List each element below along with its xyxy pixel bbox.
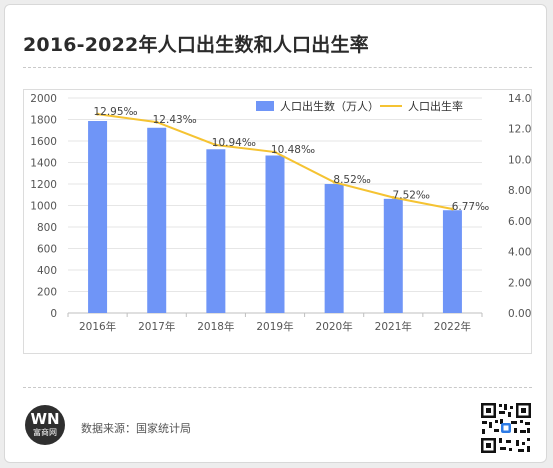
bar: [265, 155, 285, 313]
y-left-tick-label: 800: [37, 222, 57, 234]
data-label: 7.52‰: [393, 190, 430, 202]
logo-mark: WN: [30, 410, 60, 428]
y-right-tick-label: 0.00‰: [508, 308, 531, 320]
bar: [383, 198, 403, 313]
brand-logo: WN 富商网: [25, 405, 65, 445]
y-left-tick-label: 400: [37, 265, 57, 277]
x-tick-label: 2020年: [316, 320, 353, 333]
data-label: 10.48‰: [271, 144, 315, 156]
y-right-tick-label: 10.00‰: [508, 154, 531, 166]
y-right-tick-label: 8.00‰: [508, 185, 531, 197]
y-left-tick-label: 200: [37, 287, 57, 299]
bar: [206, 149, 226, 313]
bar: [88, 121, 108, 313]
x-tick-label: 2016年: [79, 320, 116, 333]
y-left-tick-label: 1200: [30, 179, 57, 191]
line-point: [391, 196, 395, 200]
y-left-tick-label: 1400: [30, 158, 57, 170]
x-tick-label: 2017年: [138, 320, 175, 333]
y-right-tick-label: 14.00‰: [508, 93, 531, 105]
x-tick-label: 2019年: [256, 320, 293, 333]
data-source: 数据来源：国家统计局: [81, 422, 191, 435]
y-left-tick-label: 1800: [30, 115, 57, 127]
y-left-tick-label: 0: [50, 308, 57, 320]
y-left-tick-label: 1600: [30, 136, 57, 148]
bar: [147, 127, 167, 313]
line-point: [155, 120, 159, 124]
data-label: 12.95‰: [93, 106, 137, 118]
x-tick-label: 2018年: [197, 320, 234, 333]
data-label: 8.52‰: [333, 174, 370, 186]
line-point: [332, 180, 336, 184]
y-right-tick-label: 6.00‰: [508, 216, 531, 228]
legend-bar-swatch: [256, 101, 274, 111]
x-tick-label: 2021年: [375, 320, 412, 333]
y-left-tick-label: 600: [37, 244, 57, 256]
qr-code-icon[interactable]: [480, 402, 532, 454]
line-point: [273, 150, 277, 154]
y-right-tick-label: 12.00‰: [508, 124, 531, 136]
legend-label: 人口出生数（万人）: [280, 99, 379, 113]
line-point: [96, 112, 100, 116]
bar: [442, 210, 462, 313]
y-left-tick-label: 1000: [30, 201, 57, 213]
divider: [23, 387, 532, 388]
logo-text: 富商网: [33, 428, 57, 437]
y-left-tick-label: 2000: [30, 93, 57, 105]
data-label: 10.94‰: [212, 137, 256, 149]
y-right-tick-label: 4.00‰: [508, 247, 531, 259]
x-tick-label: 2022年: [434, 320, 471, 333]
data-label: 12.43‰: [153, 114, 197, 126]
page-title: 2016-2022年人口出生数和人口出生率: [23, 34, 369, 56]
chart-frame: 0 200 400 600 800 1000 1200 1400 1600 1800 2000 0.0…: [23, 89, 532, 354]
divider: [23, 67, 532, 68]
line-point: [214, 143, 218, 147]
bar: [324, 184, 344, 313]
y-right-tick-label: 2.00‰: [508, 277, 531, 289]
line-point: [450, 207, 454, 211]
legend-label: 人口出生率: [408, 99, 463, 113]
chart: 0 200 400 600 800 1000 1200 1400 1600 1800 2000 0.0…: [30, 93, 531, 333]
data-label: 6.77‰: [452, 201, 489, 213]
card: 2016-2022年人口出生数和人口出生率 0 200 400 600 800 1000 1…: [4, 4, 547, 463]
